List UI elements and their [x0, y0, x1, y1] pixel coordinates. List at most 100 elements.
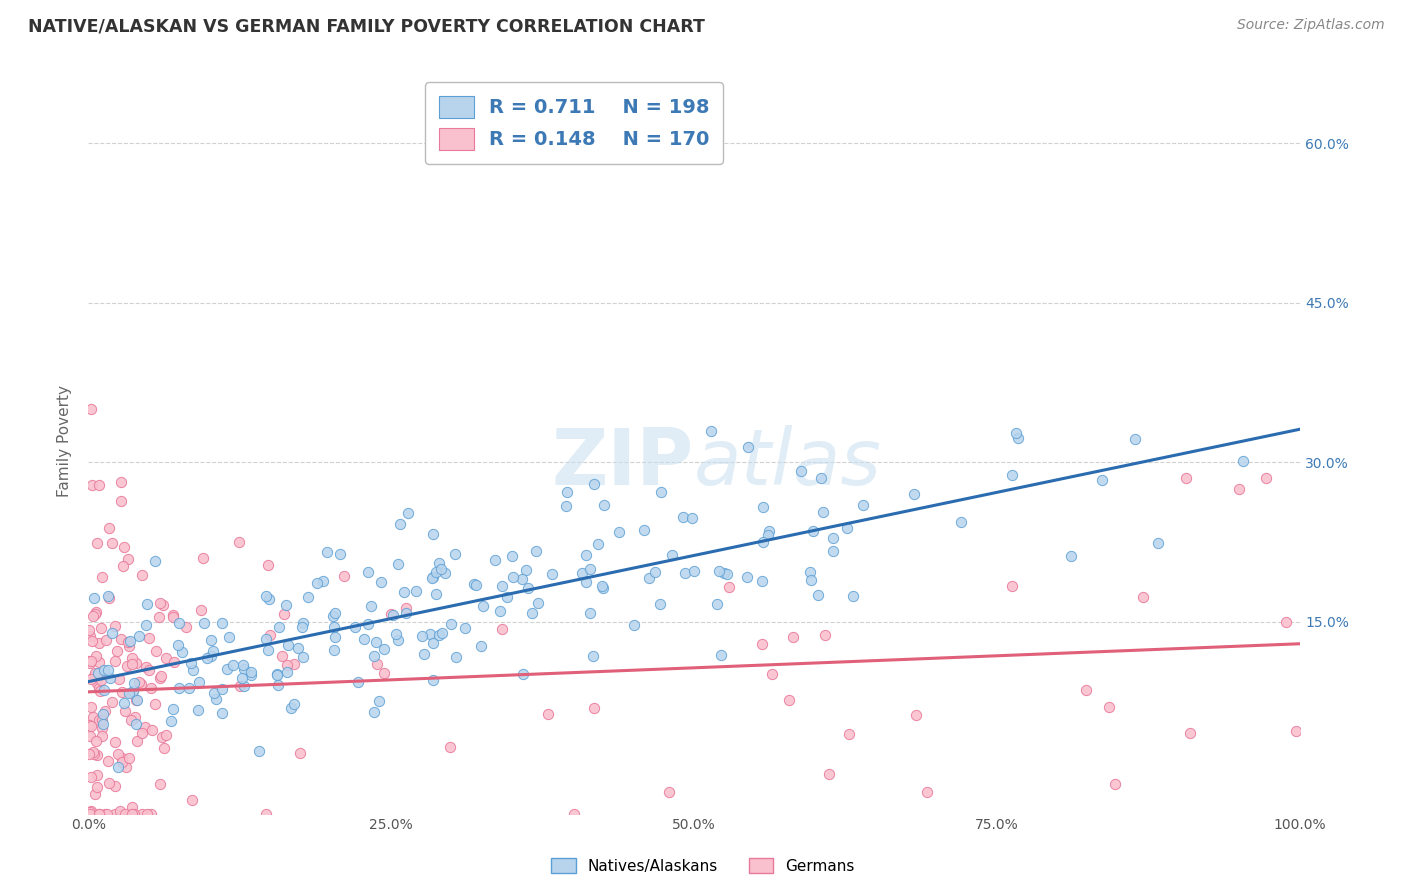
- Point: [135, 660, 157, 674]
- Point: [1098, 699, 1121, 714]
- Point: [191, 551, 214, 566]
- Point: [434, 566, 457, 581]
- Point: [86, 648, 108, 663]
- Point: [177, 681, 200, 695]
- Point: [554, 499, 576, 513]
- Point: [370, 574, 392, 589]
- Point: [107, 672, 129, 686]
- Point: [121, 651, 143, 665]
- Point: [211, 615, 233, 630]
- Text: NATIVE/ALASKAN VS GERMAN FAMILY POVERTY CORRELATION CHART: NATIVE/ALASKAN VS GERMAN FAMILY POVERTY …: [28, 18, 704, 36]
- Point: [80, 402, 103, 417]
- Point: [117, 552, 139, 566]
- Point: [623, 618, 645, 632]
- Point: [94, 806, 117, 821]
- Point: [111, 755, 134, 769]
- Point: [273, 607, 295, 621]
- Point: [368, 693, 391, 707]
- Point: [110, 493, 132, 508]
- Point: [607, 524, 630, 539]
- Point: [233, 662, 256, 676]
- Point: [172, 645, 194, 659]
- Point: [713, 566, 735, 580]
- Point: [79, 719, 101, 733]
- Point: [540, 567, 562, 582]
- Point: [152, 730, 174, 744]
- Point: [257, 591, 280, 606]
- Point: [217, 662, 239, 676]
- Point: [205, 691, 228, 706]
- Point: [287, 640, 309, 655]
- Point: [117, 635, 139, 649]
- Point: [366, 657, 388, 672]
- Point: [329, 547, 352, 561]
- Point: [520, 606, 543, 620]
- Point: [83, 787, 105, 801]
- Point: [396, 506, 419, 520]
- Point: [143, 554, 166, 568]
- Point: [163, 656, 186, 670]
- Point: [121, 657, 143, 671]
- Point: [200, 649, 222, 664]
- Point: [218, 630, 240, 644]
- Point: [323, 607, 346, 621]
- Point: [79, 657, 101, 671]
- Point: [316, 544, 339, 558]
- Point: [97, 663, 120, 677]
- Point: [167, 616, 190, 631]
- Point: [125, 717, 148, 731]
- Point: [1091, 473, 1114, 487]
- Point: [291, 650, 314, 665]
- Point: [86, 767, 108, 781]
- Point: [202, 686, 225, 700]
- Point: [801, 524, 824, 538]
- Point: [139, 806, 162, 821]
- Point: [145, 644, 167, 658]
- Point: [422, 636, 444, 650]
- Point: [202, 644, 225, 658]
- Point: [496, 590, 519, 604]
- Point: [470, 639, 492, 653]
- Point: [128, 629, 150, 643]
- Point: [114, 704, 136, 718]
- Point: [128, 674, 150, 689]
- Point: [90, 721, 112, 735]
- Point: [122, 675, 145, 690]
- Point: [323, 620, 346, 634]
- Point: [80, 478, 103, 492]
- Point: [838, 726, 860, 740]
- Point: [82, 608, 104, 623]
- Point: [89, 806, 111, 821]
- Point: [120, 714, 142, 728]
- Point: [425, 565, 447, 579]
- Point: [700, 424, 723, 438]
- Point: [82, 745, 104, 759]
- Point: [579, 606, 602, 620]
- Point: [83, 747, 105, 761]
- Point: [363, 705, 385, 719]
- Point: [160, 714, 183, 728]
- Point: [152, 598, 174, 612]
- Point: [180, 657, 202, 671]
- Point: [427, 628, 450, 642]
- Point: [91, 570, 114, 584]
- Point: [1227, 482, 1250, 496]
- Point: [190, 603, 212, 617]
- Point: [1060, 549, 1083, 563]
- Point: [515, 563, 537, 577]
- Point: [440, 616, 463, 631]
- Point: [127, 733, 149, 747]
- Point: [267, 620, 290, 634]
- Point: [593, 498, 616, 512]
- Point: [681, 511, 703, 525]
- Point: [586, 536, 609, 550]
- Point: [125, 656, 148, 670]
- Point: [1001, 578, 1024, 592]
- Point: [82, 709, 104, 723]
- Point: [86, 780, 108, 795]
- Point: [89, 713, 111, 727]
- Point: [104, 806, 127, 821]
- Point: [1004, 425, 1026, 440]
- Text: atlas: atlas: [695, 425, 882, 501]
- Point: [84, 605, 107, 619]
